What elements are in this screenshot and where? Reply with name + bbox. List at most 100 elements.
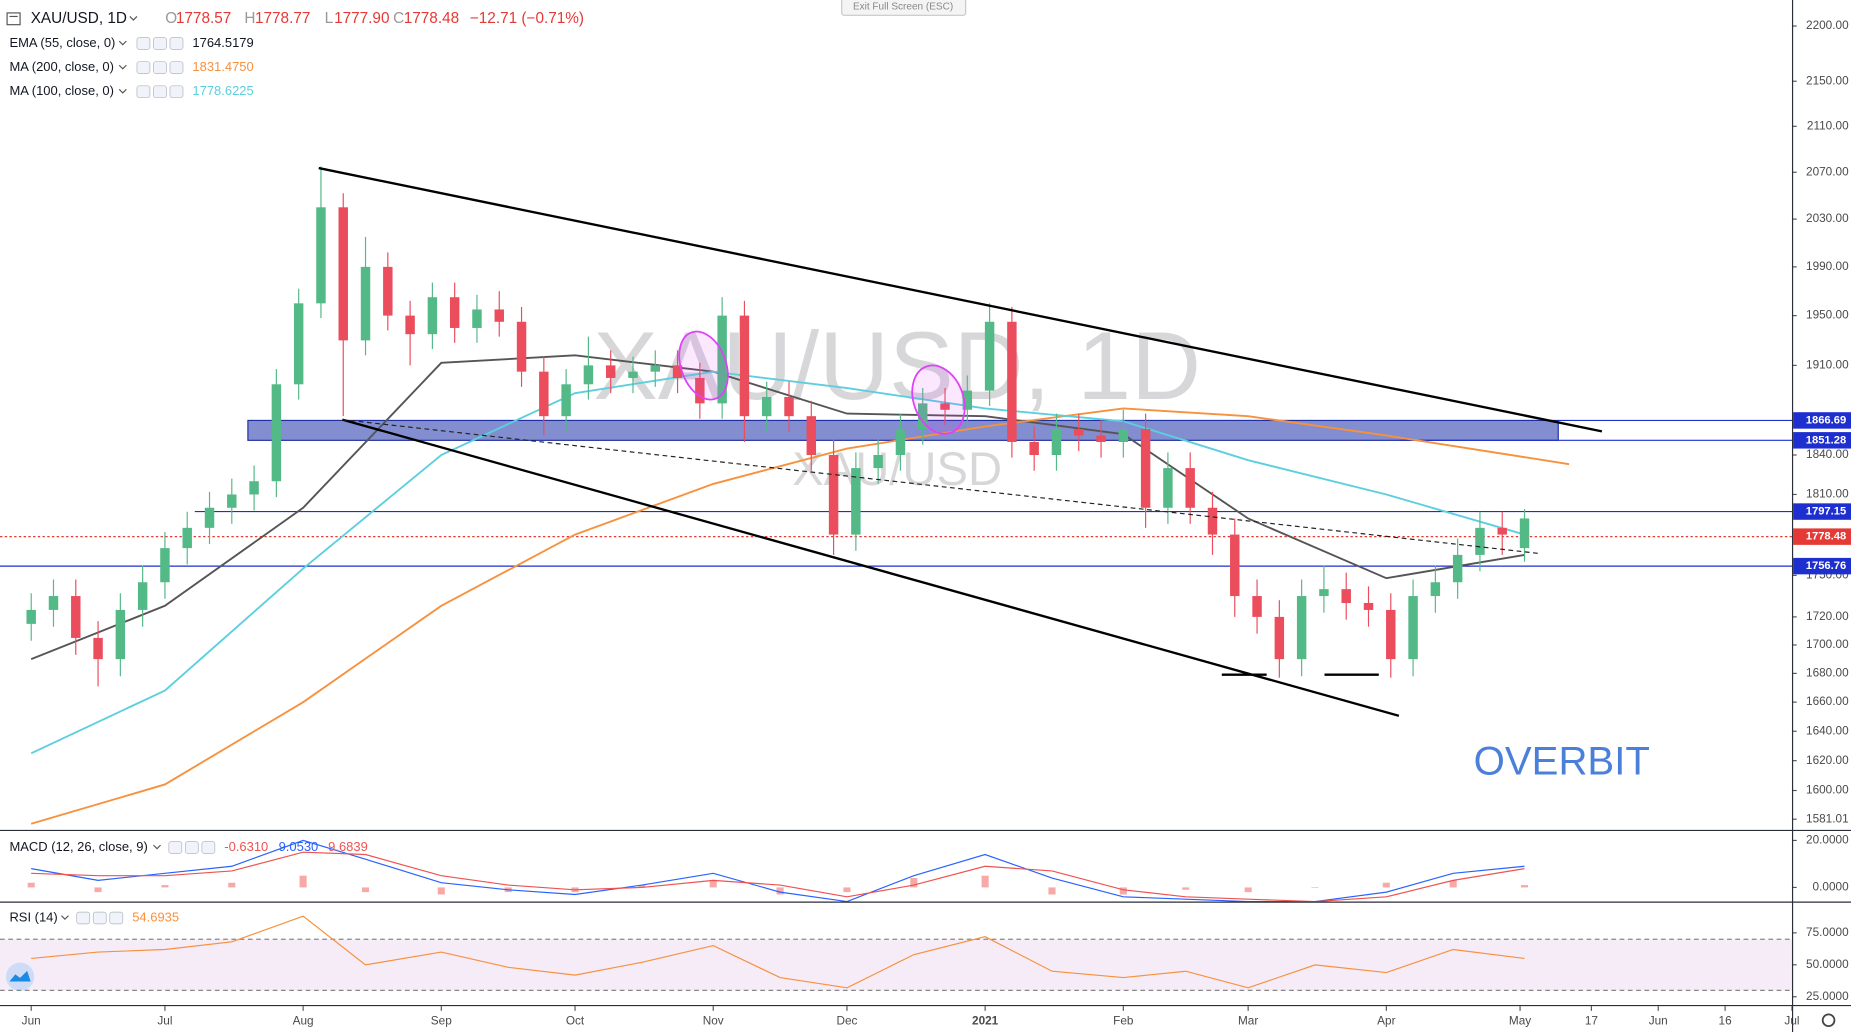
- indicator-value: 1764.5179: [192, 35, 253, 50]
- candle-body: [1274, 616, 1285, 660]
- ohlc-value: 1778.48: [404, 10, 459, 27]
- legend-button[interactable]: [168, 841, 183, 854]
- candle-body: [1519, 518, 1530, 549]
- price-label: 1797.15: [1806, 506, 1847, 518]
- candle-body: [48, 596, 59, 610]
- price-label-box: [1793, 412, 1851, 429]
- legend-button-box[interactable]: [92, 911, 107, 925]
- candle-body: [984, 321, 995, 391]
- macd-histogram-bar: [361, 887, 370, 893]
- legend-button[interactable]: [76, 911, 91, 925]
- macd-histogram-bar: [27, 882, 35, 888]
- x-tick-label: Jul: [157, 1015, 172, 1028]
- legend-button[interactable]: [136, 85, 151, 98]
- y-tick-label: 1950.00: [1806, 309, 1849, 322]
- settings-icon[interactable]: [1821, 1013, 1836, 1028]
- legend-button-box[interactable]: [169, 61, 184, 74]
- ohlc-letter: C: [393, 10, 404, 27]
- drawings: [318, 166, 1603, 717]
- candle-body: [851, 468, 861, 535]
- indicator-value: 1831.4750: [192, 59, 253, 74]
- ohlc-value: 1778.57: [176, 10, 231, 27]
- candle-body: [1430, 582, 1441, 597]
- legend-button[interactable]: [169, 61, 184, 74]
- candle-body: [539, 371, 549, 417]
- candle-body: [784, 396, 794, 417]
- legend-button-box[interactable]: [168, 841, 183, 854]
- candle-body: [449, 297, 460, 328]
- macd-histogram-bar: [709, 880, 717, 888]
- chevron[interactable]: [129, 16, 138, 21]
- candle-body: [1140, 429, 1151, 508]
- legend-button[interactable]: [169, 37, 184, 50]
- candle-body: [1452, 554, 1463, 583]
- legend-button-box[interactable]: [136, 85, 151, 98]
- legend-button[interactable]: [136, 37, 151, 50]
- y-tick-label: 1600.00: [1806, 784, 1849, 797]
- legend-button-box[interactable]: [76, 911, 91, 925]
- legend-button-box[interactable]: [136, 61, 151, 74]
- exit-fullscreen-label[interactable]: Exit Full Screen (ESC): [853, 2, 953, 13]
- candle-body: [316, 207, 326, 304]
- exit-fullscreen-button[interactable]: [841, 0, 967, 16]
- legend-button[interactable]: [153, 85, 167, 98]
- macd-histogram-bar: [299, 875, 307, 888]
- legend-button[interactable]: [109, 911, 124, 925]
- legend-button[interactable]: [201, 841, 216, 854]
- legend-button[interactable]: [169, 85, 184, 98]
- chevron[interactable]: [153, 844, 161, 850]
- chevron[interactable]: [118, 88, 127, 94]
- legend-button[interactable]: [153, 61, 167, 74]
- macd-histogram-bar: [1182, 887, 1190, 890]
- candle-body: [383, 266, 393, 316]
- indicator-value: 54.6935: [132, 909, 179, 924]
- x-tick-label: Sep: [431, 1015, 452, 1028]
- legend-button-box[interactable]: [153, 85, 167, 98]
- symbol-title[interactable]: XAU/USD, 1D: [31, 10, 127, 27]
- candle-body: [1386, 609, 1396, 660]
- legend-button-box[interactable]: [201, 841, 216, 854]
- legend-button-box[interactable]: [109, 911, 124, 925]
- y-tick-label: 0.0000: [1813, 881, 1850, 894]
- indicator-name: MA (200, close, 0): [9, 59, 113, 74]
- candle-body: [26, 609, 36, 624]
- candle-body: [695, 377, 705, 404]
- candle-body: [71, 596, 81, 638]
- price-label-box: [1793, 528, 1851, 545]
- logo-icon[interactable]: [5, 962, 35, 991]
- exit-fullscreen[interactable]: Exit Full Screen (ESC): [841, 0, 967, 16]
- x-tick-label: 16: [1719, 1015, 1733, 1028]
- chevron[interactable]: [60, 915, 69, 920]
- macd-histogram-bar: [843, 887, 851, 893]
- macd-histogram-bar: [1311, 887, 1319, 889]
- legend-button[interactable]: [92, 911, 107, 925]
- symbol-icon[interactable]: [6, 12, 21, 26]
- legend-button-box[interactable]: [153, 37, 167, 50]
- macd-histogram-bar: [1382, 882, 1390, 888]
- ohlc-change: −12.71 (−0.71%): [470, 10, 584, 27]
- legend-button-box[interactable]: [184, 841, 199, 854]
- legend-button-box[interactable]: [153, 61, 167, 74]
- legend-button-box[interactable]: [169, 37, 184, 50]
- candle-body: [1185, 468, 1195, 508]
- legend-button[interactable]: [184, 841, 199, 854]
- candle-body: [895, 429, 906, 456]
- candle-body: [761, 396, 772, 417]
- x-tick-label: Mar: [1238, 1015, 1258, 1028]
- candle-body: [516, 321, 527, 372]
- chevron[interactable]: [118, 40, 127, 46]
- legend-button[interactable]: [153, 37, 167, 50]
- candle-body: [1074, 429, 1084, 436]
- ohlc-letter: O: [165, 10, 177, 27]
- y-tick-label: 1910.00: [1806, 358, 1849, 371]
- legend-button-box[interactable]: [169, 85, 184, 98]
- candle-body: [360, 266, 371, 341]
- x-tick-label: Oct: [566, 1015, 585, 1028]
- x-tick-label: Nov: [703, 1015, 724, 1028]
- legend-button[interactable]: [136, 61, 151, 74]
- legend-button-box[interactable]: [136, 37, 151, 50]
- candle-body: [650, 365, 660, 372]
- candle-body: [494, 309, 504, 322]
- chevron[interactable]: [118, 64, 127, 70]
